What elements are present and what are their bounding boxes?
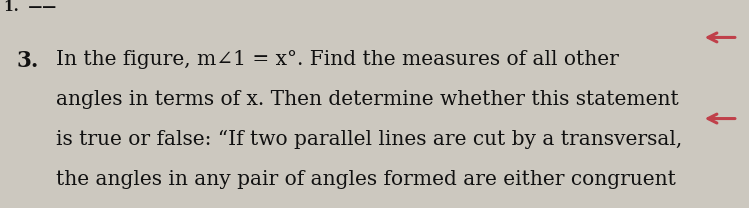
Text: angles in terms of x. Then determine whether this statement: angles in terms of x. Then determine whe… <box>56 90 679 109</box>
Text: 3.: 3. <box>16 50 39 72</box>
Text: is true or false: “If two parallel lines are cut by a transversal,: is true or false: “If two parallel lines… <box>56 130 682 149</box>
Text: 1.  ——: 1. —— <box>4 0 56 14</box>
Text: In the figure, m∠1 = x°. Find the measures of all other: In the figure, m∠1 = x°. Find the measur… <box>56 50 619 69</box>
Text: the angles in any pair of angles formed are either congruent: the angles in any pair of angles formed … <box>56 170 676 188</box>
